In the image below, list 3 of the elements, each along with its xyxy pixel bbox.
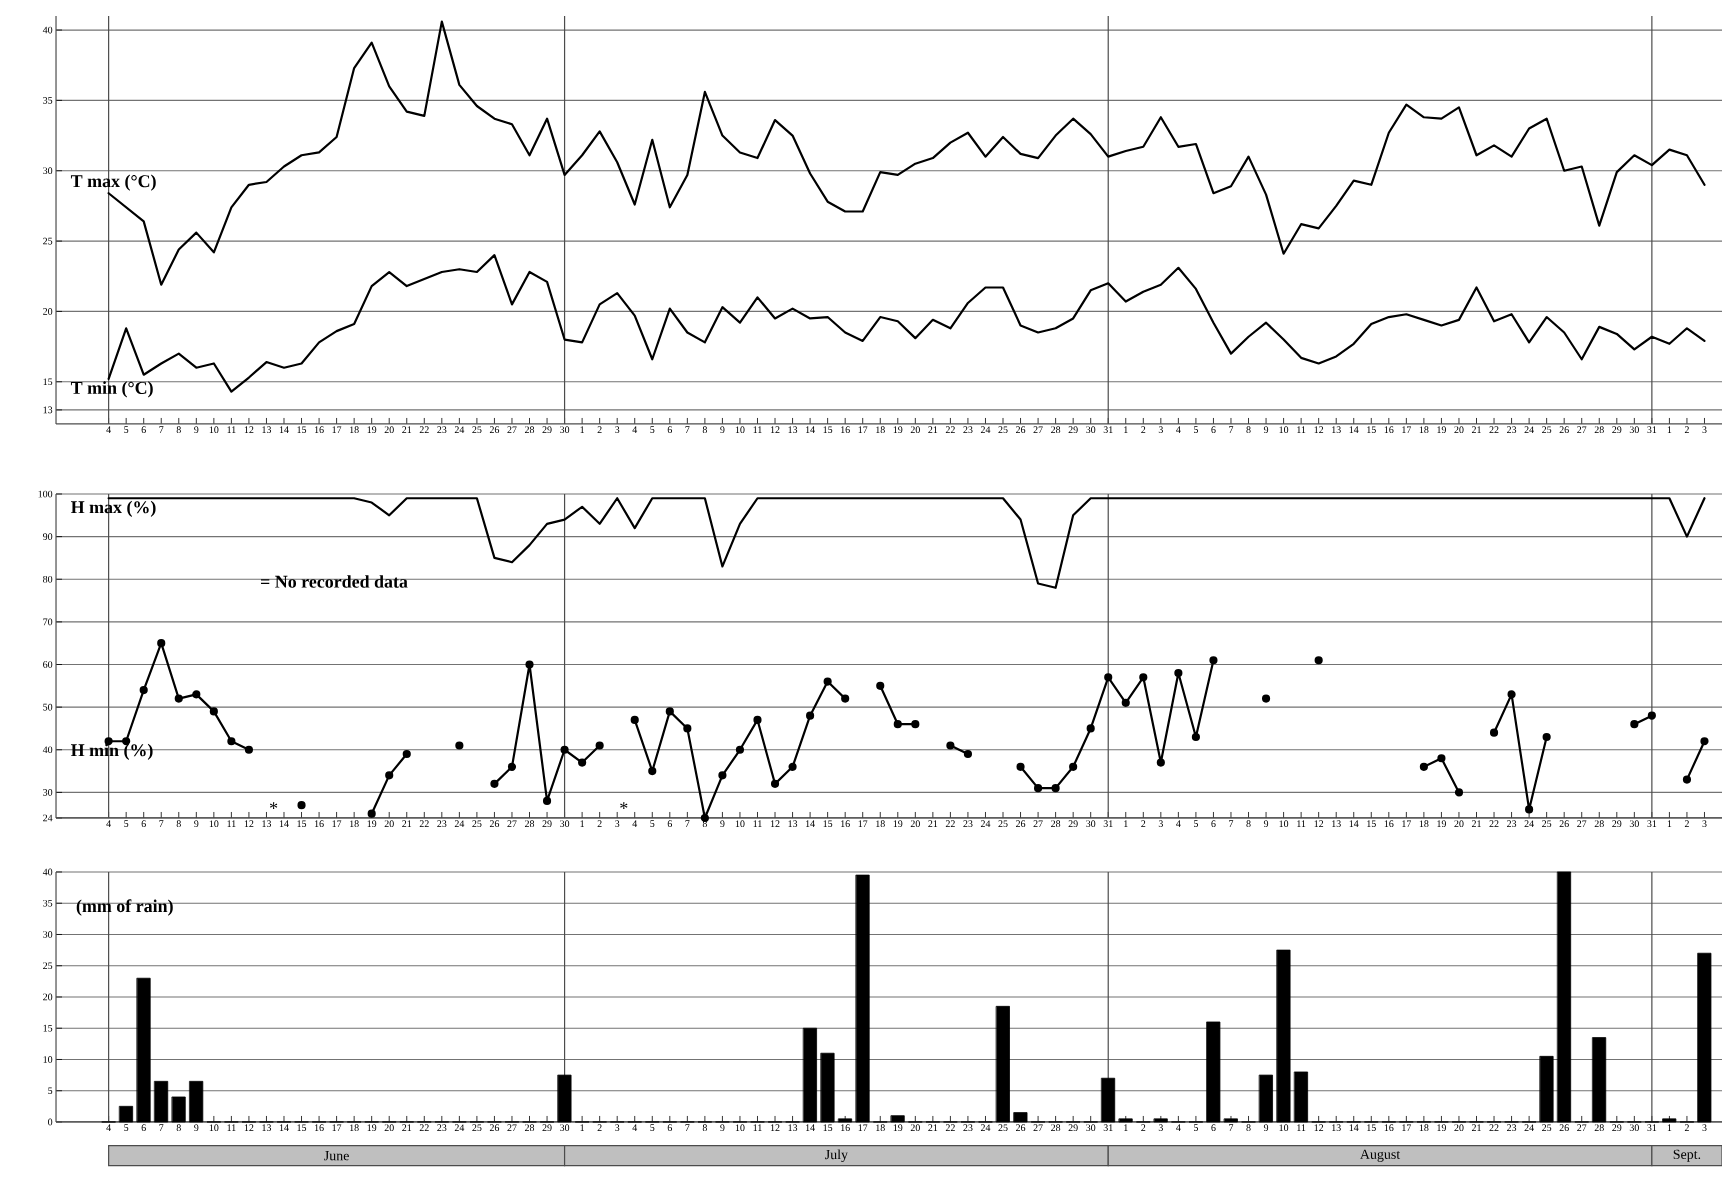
- annotation: = No recorded data: [260, 575, 408, 588]
- annotation: *: [269, 802, 278, 809]
- annotation: *: [620, 802, 628, 809]
